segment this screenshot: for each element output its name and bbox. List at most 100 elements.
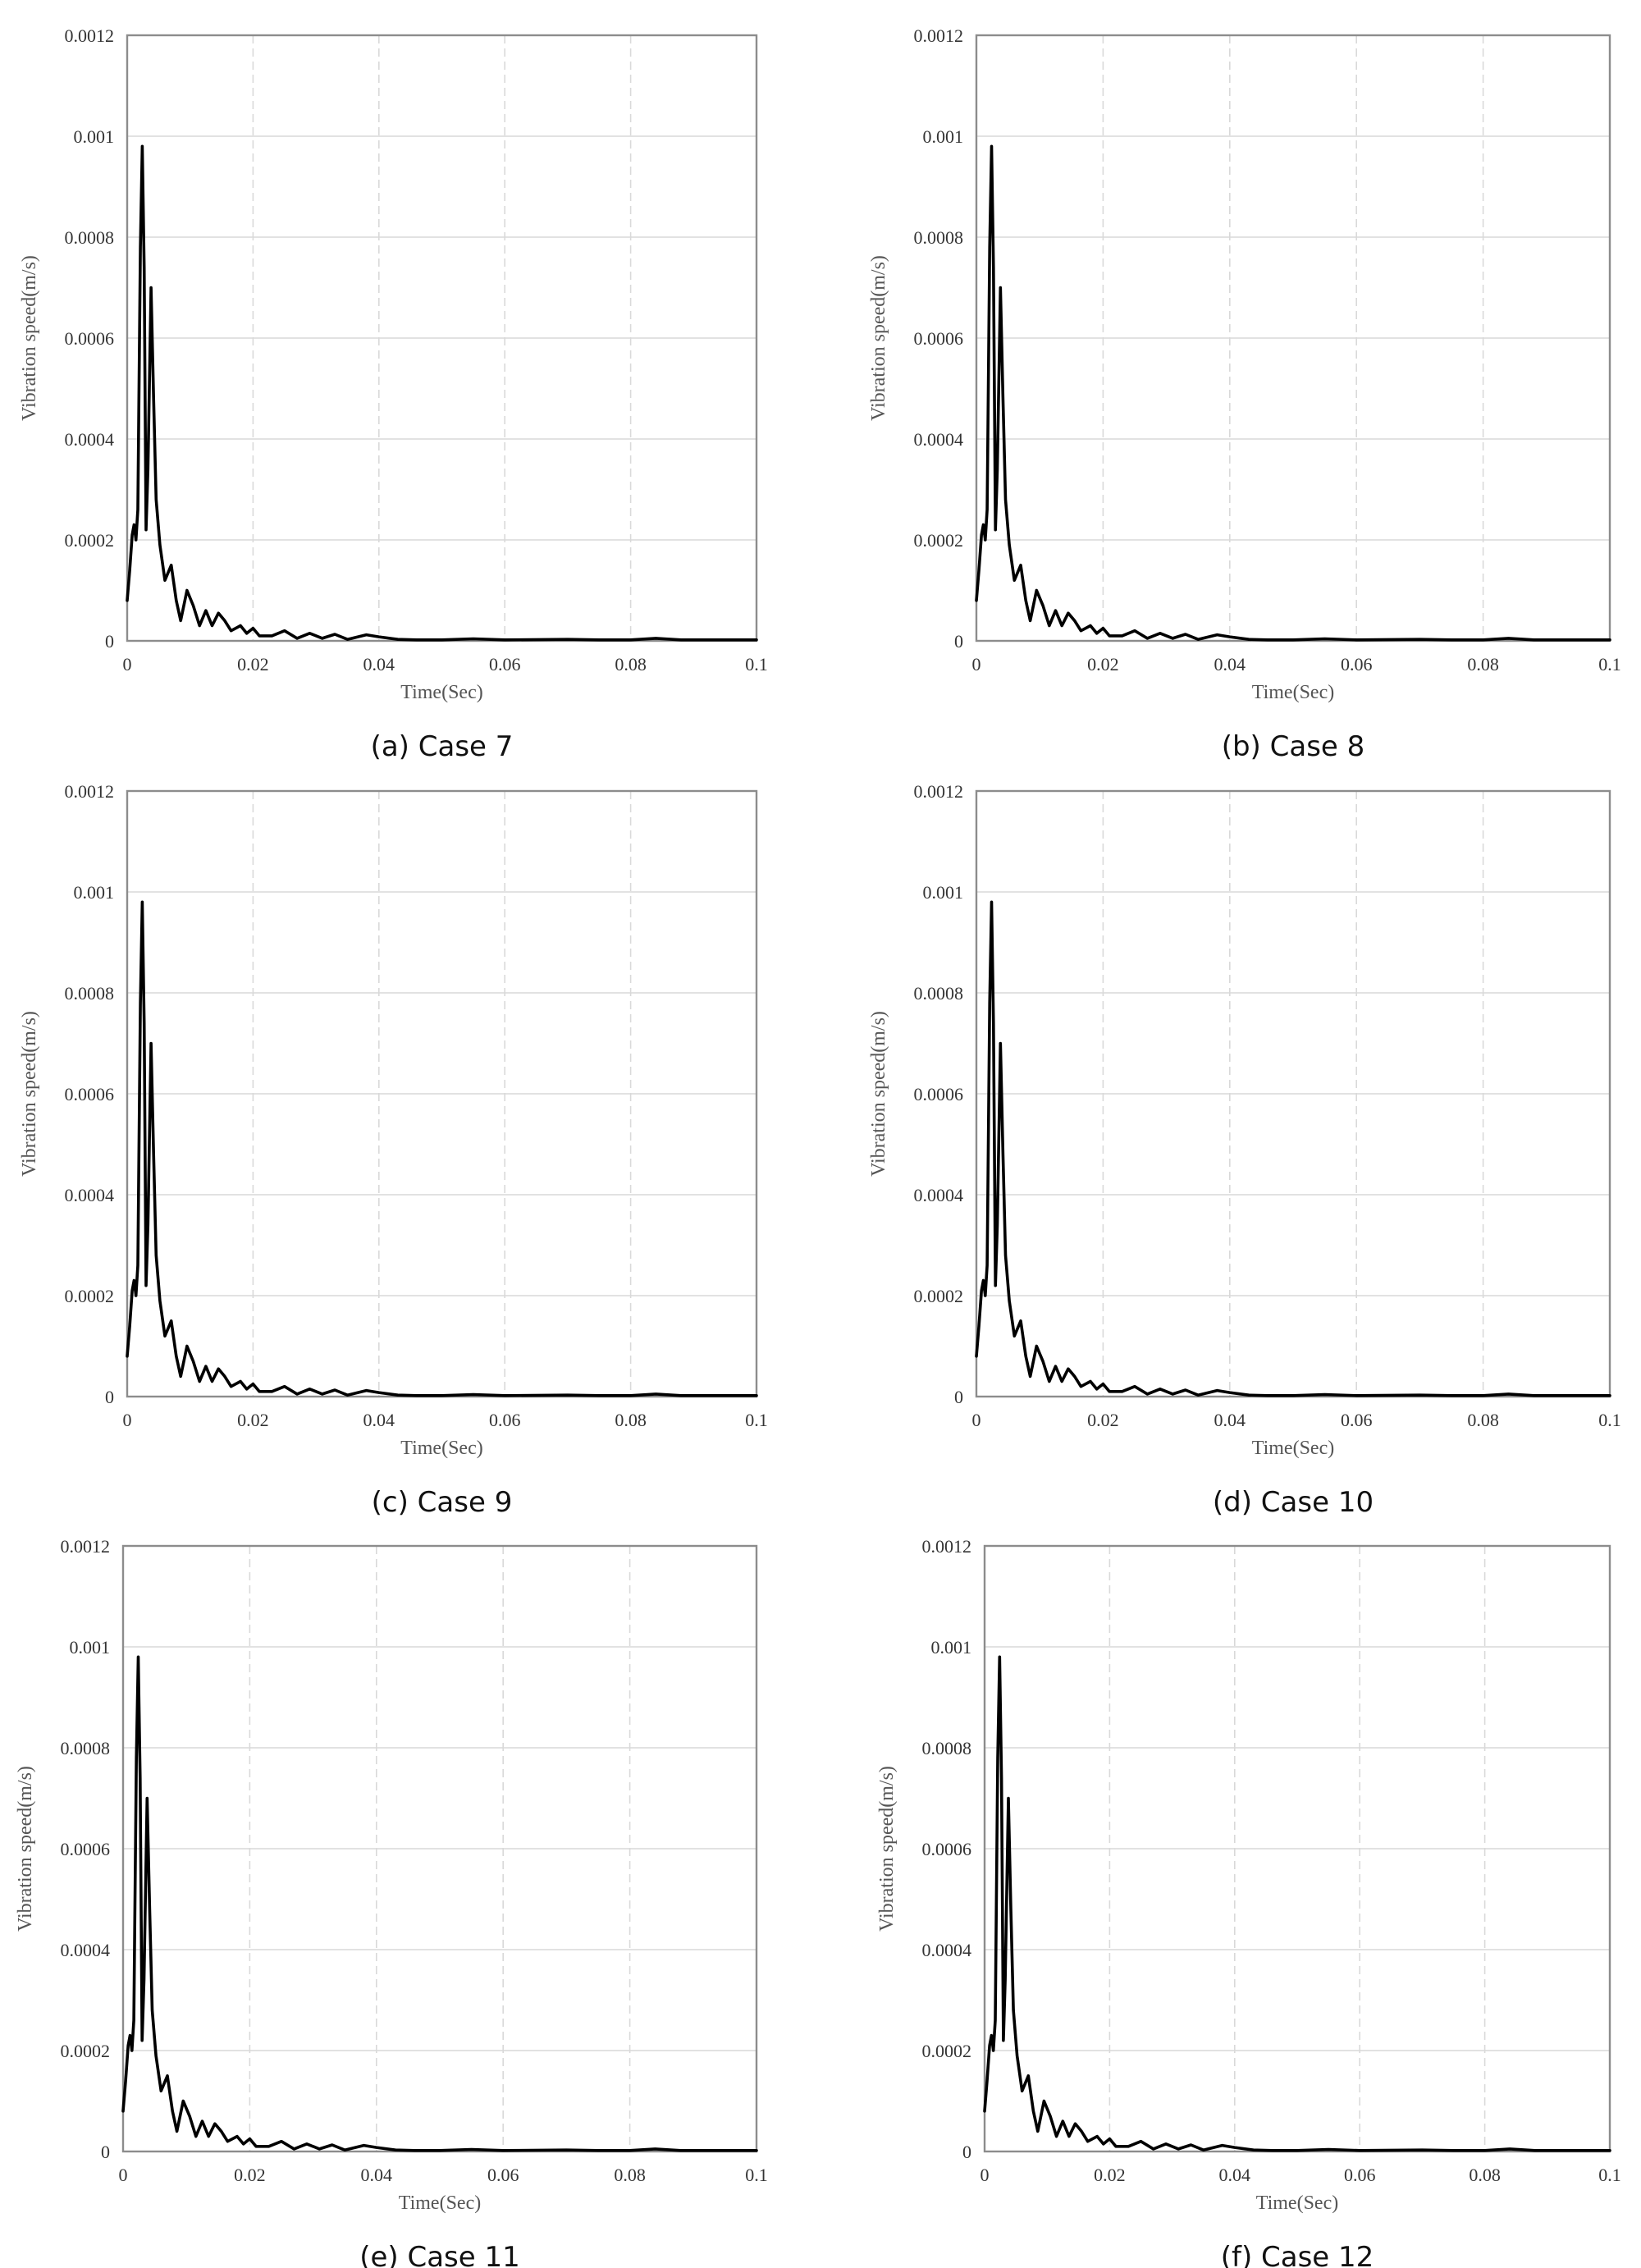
- y-tick-label: 0.0006: [914, 328, 964, 349]
- x-tick-label: 0: [980, 2165, 990, 2185]
- y-axis-title: Vibration speed(m/s): [876, 1766, 898, 1932]
- x-tick-label: 0.08: [1467, 1410, 1499, 1430]
- y-tick-label: 0.001: [923, 126, 964, 147]
- y-tick-label: 0.001: [70, 1637, 111, 1658]
- x-tick-label: 0.1: [745, 654, 768, 674]
- y-axis-title: Vibration speed(m/s): [15, 1766, 36, 1932]
- x-tick-label: 0.04: [363, 1410, 395, 1430]
- x-tick-label: 0.1: [745, 2165, 768, 2185]
- y-tick-label: 0.0002: [61, 2041, 111, 2061]
- x-tick-label: 0.1: [1598, 2165, 1621, 2185]
- x-tick-label: 0: [119, 2165, 128, 2185]
- y-tick-label: 0.0012: [914, 25, 964, 46]
- x-tick-label: 0.08: [615, 654, 647, 674]
- panel-caption: (f) Case 12: [1221, 2241, 1374, 2268]
- y-tick-label: 0.0006: [65, 328, 115, 349]
- x-tick-label: 0.1: [1598, 1410, 1621, 1430]
- y-tick-label: 0.0002: [922, 2041, 972, 2061]
- panel-caption: (e) Case 11: [359, 2241, 520, 2268]
- x-axis-title: Time(Sec): [399, 2193, 481, 2214]
- series-line-vibration-speed: [126, 900, 758, 1397]
- chart-panel-e: 0 0.0002 0.0004 0.0006 0.0008 0.001 0.0012 0 0.0…: [15, 1536, 768, 2268]
- x-axis-title: Time(Sec): [1252, 682, 1334, 703]
- x-tick-label: 0: [972, 654, 981, 674]
- y-tick-label: 0.0008: [61, 1738, 111, 1758]
- x-tick-label: 0.02: [237, 1410, 269, 1430]
- y-tick-label: 0.0008: [65, 983, 115, 1004]
- series-line-vibration-speed: [975, 144, 1611, 642]
- y-tick-label: 0.0006: [922, 1839, 972, 1859]
- y-tick-label: 0: [105, 1387, 114, 1407]
- x-tick-label: 0.04: [1219, 2165, 1251, 2185]
- x-tick-label: 0.08: [614, 2165, 646, 2185]
- chart-panel-c: 0 0.0002 0.0004 0.0006 0.0008 0.001 0.0012 0 0.0…: [19, 781, 768, 1519]
- x-tick-label: 0.06: [1341, 654, 1373, 674]
- y-tick-label: 0.0006: [65, 1084, 115, 1104]
- x-tick-label: 0.02: [237, 654, 269, 674]
- y-tick-label: 0.001: [74, 126, 115, 147]
- y-axis-title: Vibration speed(m/s): [868, 255, 889, 421]
- x-axis-title: Time(Sec): [1252, 1438, 1334, 1459]
- y-tick-label: 0: [101, 2142, 110, 2162]
- series-line-vibration-speed: [975, 900, 1611, 1397]
- y-tick-label: 0: [105, 631, 114, 652]
- x-tick-label: 0: [123, 1410, 132, 1430]
- x-tick-label: 0.08: [1469, 2165, 1501, 2185]
- x-tick-label: 0.02: [234, 2165, 266, 2185]
- x-tick-label: 0.06: [487, 2165, 519, 2185]
- y-tick-label: 0.001: [74, 882, 115, 903]
- x-tick-label: 0.04: [363, 654, 395, 674]
- x-axis-title: Time(Sec): [1256, 2193, 1338, 2214]
- y-tick-label: 0.0004: [914, 1185, 964, 1205]
- y-tick-label: 0.0002: [914, 1286, 964, 1306]
- x-tick-label: 0.06: [1341, 1410, 1373, 1430]
- x-tick-label: 0.08: [1467, 654, 1499, 674]
- series-line-vibration-speed: [126, 144, 758, 642]
- x-tick-label: 0.04: [361, 2165, 393, 2185]
- y-tick-label: 0.0002: [914, 530, 964, 551]
- series-line-vibration-speed: [983, 1655, 1611, 2152]
- y-tick-label: 0.0002: [65, 530, 115, 551]
- panel-caption: (b) Case 8: [1222, 730, 1365, 763]
- x-tick-label: 0.06: [489, 1410, 521, 1430]
- y-tick-label: 0.0004: [65, 1185, 115, 1205]
- x-tick-label: 0.02: [1087, 654, 1119, 674]
- y-tick-label: 0.0006: [61, 1839, 111, 1859]
- y-tick-label: 0.0008: [65, 227, 115, 248]
- x-axis-title: Time(Sec): [400, 682, 482, 703]
- x-tick-label: 0.02: [1094, 2165, 1126, 2185]
- chart-panel-a: 0 0.0002 0.0004 0.0006 0.0008 0.001 0.0012 0 0.0…: [19, 25, 768, 763]
- chart-panel-f: 0 0.0002 0.0004 0.0006 0.0008 0.001 0.0012 0 0.0…: [876, 1536, 1621, 2268]
- y-tick-label: 0.0012: [65, 781, 115, 802]
- y-tick-label: 0.0012: [914, 781, 964, 802]
- x-tick-label: 0.06: [1344, 2165, 1376, 2185]
- y-tick-label: 0.0008: [922, 1738, 972, 1758]
- y-tick-label: 0.0008: [914, 983, 964, 1004]
- x-tick-label: 0.02: [1087, 1410, 1119, 1430]
- y-axis-title: Vibration speed(m/s): [19, 255, 40, 421]
- y-tick-label: 0: [954, 631, 963, 652]
- y-tick-label: 0.0004: [914, 429, 964, 450]
- y-tick-label: 0.0006: [914, 1084, 964, 1104]
- y-tick-label: 0.001: [931, 1637, 972, 1658]
- x-tick-label: 0: [972, 1410, 981, 1430]
- y-tick-label: 0: [962, 2142, 971, 2162]
- y-axis-title: Vibration speed(m/s): [868, 1011, 889, 1177]
- y-tick-label: 0.0004: [65, 429, 115, 450]
- y-tick-label: 0.0008: [914, 227, 964, 248]
- x-tick-label: 0.04: [1214, 1410, 1246, 1430]
- y-tick-label: 0.0012: [65, 25, 115, 46]
- chart-panel-d: 0 0.0002 0.0004 0.0006 0.0008 0.001 0.0012 0 0.0…: [868, 781, 1621, 1519]
- y-tick-label: 0.0004: [922, 1940, 972, 1960]
- y-tick-label: 0.001: [923, 882, 964, 903]
- x-tick-label: 0.1: [1598, 654, 1621, 674]
- y-tick-label: 0.0012: [61, 1536, 111, 1557]
- x-tick-label: 0.06: [489, 654, 521, 674]
- x-tick-label: 0.04: [1214, 654, 1246, 674]
- x-tick-label: 0: [123, 654, 132, 674]
- x-tick-label: 0.1: [745, 1410, 768, 1430]
- y-axis-title: Vibration speed(m/s): [19, 1011, 40, 1177]
- y-tick-label: 0.0012: [922, 1536, 972, 1557]
